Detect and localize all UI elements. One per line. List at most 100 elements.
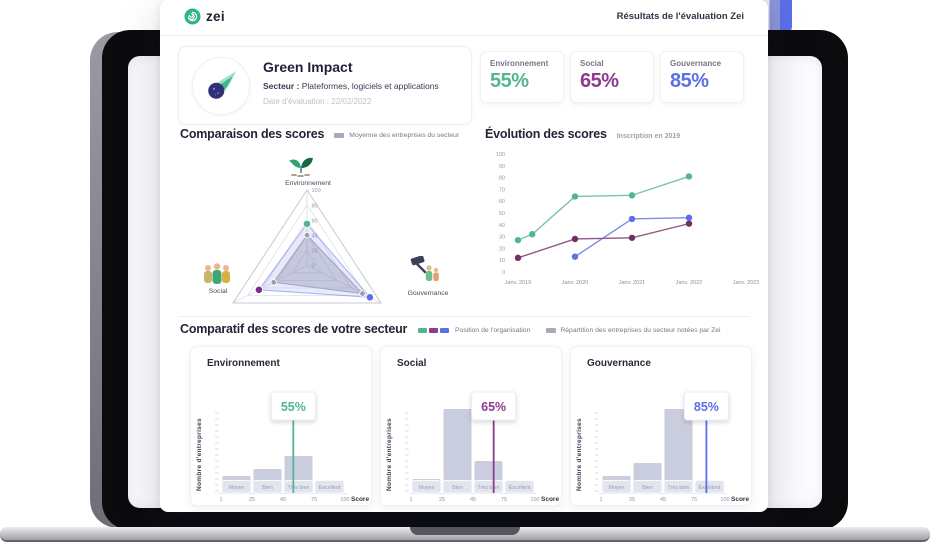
svg-text:30: 30: [499, 235, 505, 241]
svg-text:25: 25: [439, 497, 445, 503]
svg-text:Score %: Score %: [351, 496, 371, 503]
svg-text:Très bien: Très bien: [668, 485, 690, 491]
svg-text:75: 75: [691, 497, 697, 503]
svg-text:Bien: Bien: [452, 485, 463, 491]
svg-text:Moyen: Moyen: [609, 485, 625, 491]
svg-text:Janv. 2020: Janv. 2020: [562, 280, 589, 286]
svg-text:100: 100: [530, 497, 539, 503]
svg-text:20: 20: [499, 246, 505, 252]
comparison-legend-label: Moyenne des entreprises du secteur: [349, 132, 460, 139]
svg-text:40: 40: [312, 233, 318, 239]
svg-text:45: 45: [470, 497, 476, 503]
radar-axis-gouvernance: Gouvernance: [407, 290, 449, 297]
evolution-line-chart: 0 10 20 30 40 50 60 70 80 90 100 Janv. 2019 Janv. 20…: [482, 146, 767, 311]
legend-sector-label: Répartition des entreprises du secteur n…: [560, 327, 721, 334]
bar-chart-plot: Moyen Bien Très bien Excellent 1 25 45 75 100 Sco…: [201, 375, 377, 503]
svg-text:70: 70: [499, 187, 505, 193]
svg-text:65%: 65%: [481, 400, 506, 414]
radar-chart-svg: 100 80 60 40 20 0: [168, 186, 448, 319]
zei-logo-text: zei: [206, 9, 225, 24]
comparison-legend: Moyenne des entreprises du secteur: [334, 132, 459, 139]
svg-text:10: 10: [499, 258, 505, 264]
svg-text:Très bien: Très bien: [288, 485, 310, 491]
svg-text:60: 60: [499, 199, 505, 205]
score-label: Environnement: [490, 59, 549, 68]
company-avatar: [192, 57, 250, 115]
svg-text:Moyen: Moyen: [229, 485, 245, 491]
company-name: Green Impact: [263, 59, 353, 75]
radar-chart: Environnement Social Gouvernance 100 80 60…: [168, 150, 468, 322]
legend-swatch-gray: [334, 133, 345, 138]
svg-text:75: 75: [501, 497, 507, 503]
legend-org-label: Position de l'organisation: [455, 327, 531, 334]
bar-chart-title: Gouvernance: [587, 358, 651, 369]
svg-text:45: 45: [280, 497, 286, 503]
svg-text:Excellent: Excellent: [509, 485, 531, 491]
svg-text:25: 25: [249, 497, 255, 503]
svg-text:20: 20: [312, 248, 318, 254]
svg-text:Janv. 2019: Janv. 2019: [505, 280, 532, 286]
svg-text:Score %: Score %: [731, 496, 751, 503]
company-sector: Secteur : Plateformes, logiciels et appl…: [263, 81, 439, 91]
score-card-environnement: Environnement 55%: [480, 51, 564, 103]
legend-swatches-org: [418, 328, 451, 333]
bar-chart-title: Environnement: [207, 358, 280, 369]
svg-text:1: 1: [599, 497, 602, 503]
section-divider: [178, 316, 750, 317]
svg-text:75: 75: [311, 497, 317, 503]
svg-text:100: 100: [496, 152, 505, 158]
comet-icon: [208, 70, 237, 99]
svg-text:Janv. 2022: Janv. 2022: [676, 280, 703, 286]
company-sector-label: Secteur :: [263, 81, 300, 91]
bar-chart-gouvernance: Gouvernance Nombre d'entreprises Moyen Bi…: [570, 346, 757, 506]
comparison-title: Comparaison des scores: [180, 127, 325, 141]
svg-text:1: 1: [219, 497, 222, 503]
company-summary-row: Green Impact Secteur : Plateformes, logi…: [160, 35, 768, 128]
zei-logo: zei: [184, 8, 225, 25]
svg-text:50: 50: [499, 211, 505, 217]
svg-text:100: 100: [720, 497, 729, 503]
svg-text:Janv. 2021: Janv. 2021: [619, 280, 646, 286]
radar-axis-environnement: Environnement: [285, 180, 331, 187]
bar-chart-plot: Moyen Bien Très bien Excellent 1 25 45 75 100 Sco…: [581, 375, 757, 503]
page-title: Résultats de l'évaluation Zei: [616, 11, 744, 22]
svg-text:100: 100: [312, 188, 321, 194]
svg-text:Très bien: Très bien: [478, 485, 500, 491]
bar-chart-plot: Moyen Bien Très bien Excellent 1 25 45 75 100 Sco…: [391, 375, 567, 503]
svg-text:Score %: Score %: [541, 496, 561, 503]
legend-position-organisation: Position de l'organisation: [418, 327, 530, 334]
company-eval-date: Date d'évaluation : 22/02/2022: [263, 97, 372, 106]
svg-text:0: 0: [502, 270, 505, 276]
svg-text:40: 40: [499, 223, 505, 229]
svg-text:60: 60: [312, 218, 318, 224]
radar-axis-social: Social: [208, 288, 228, 295]
svg-text:100: 100: [340, 497, 349, 503]
company-card: Green Impact Secteur : Plateformes, logi…: [178, 46, 472, 125]
svg-text:45: 45: [660, 497, 666, 503]
svg-text:Bien: Bien: [642, 485, 653, 491]
score-label: Social: [580, 59, 604, 68]
sector-title: Comparatif des scores de votre secteur: [180, 322, 408, 336]
score-label: Gouvernance: [670, 59, 722, 68]
bar-chart-title: Social: [397, 358, 427, 369]
comparison-header: Comparaison des scores Moyenne des entre…: [180, 127, 459, 141]
bar-chart-social: Social Nombre d'entreprises Moyen Bien Trè…: [380, 346, 567, 506]
evolution-subtitle: Inscription en 2019: [616, 133, 681, 140]
evolution-title: Évolution des scores: [485, 127, 607, 141]
dashboard-panel: zei Résultats de l'évaluation Zei Green …: [160, 0, 768, 512]
svg-text:80: 80: [312, 203, 318, 209]
score-value: 65%: [580, 70, 619, 92]
bar-chart-environnement: Environnement Nombre d'entreprises Moyen…: [190, 346, 377, 506]
legend-swatch-purple: [429, 328, 438, 333]
svg-text:90: 90: [499, 164, 505, 170]
score-value: 55%: [490, 70, 529, 92]
legend-swatch-green: [418, 328, 427, 333]
sector-legend: Position de l'organisation Répartition d…: [418, 327, 721, 334]
laptop-base-notch: [410, 527, 520, 535]
gavel-icon: [408, 255, 440, 287]
sprout-icon: [288, 156, 314, 183]
legend-repartition-secteur: Répartition des entreprises du secteur n…: [546, 327, 721, 334]
legend-swatch-gray: [546, 328, 557, 333]
score-value: 85%: [670, 70, 709, 92]
svg-text:Bien: Bien: [262, 485, 273, 491]
